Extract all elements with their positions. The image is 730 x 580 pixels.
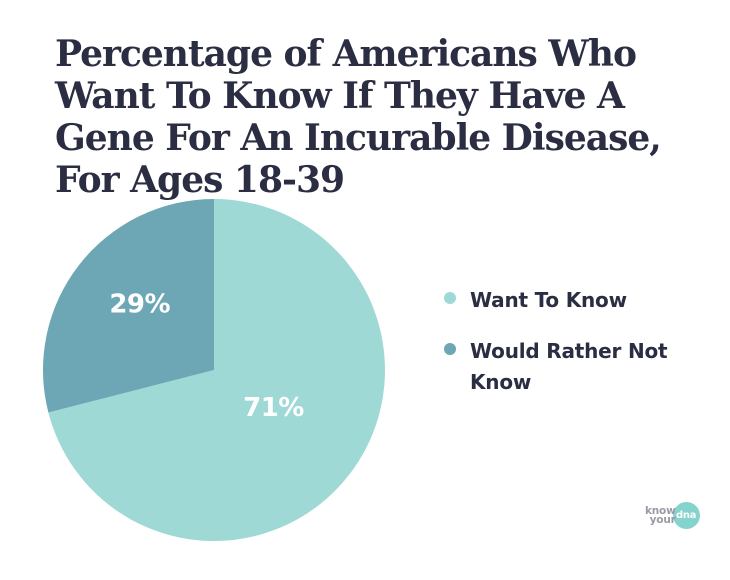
legend: Want To Know Would Rather Not Know (444, 285, 670, 398)
pie-slice-want-to-know (48, 199, 385, 541)
logo-text-your: your (649, 513, 676, 526)
logo-text-know: know (645, 504, 676, 517)
pie-chart: 71% 29% (43, 199, 385, 541)
legend-swatch-would-rather-not-know (444, 343, 456, 355)
chart-title: Percentage of Americans Who Want To Know… (55, 33, 662, 201)
chart-title-line: Gene For An Incurable Disease, (55, 117, 662, 159)
logo-text-dna: dna (676, 510, 697, 521)
chart-title-line: Want To Know If They Have A (55, 75, 625, 117)
chart-title-line: For Ages 18-39 (55, 159, 345, 201)
logo-text: know your (645, 504, 676, 526)
pie-slice-label-want-to-know: 71% (243, 393, 304, 423)
legend-swatch-want-to-know (444, 292, 456, 304)
legend-label-would-rather-not-know: Would Rather Not Know (470, 339, 668, 394)
legend-item-want-to-know: Want To Know (444, 285, 670, 316)
legend-label-want-to-know: Want To Know (470, 288, 627, 312)
pie-slice-label-would-rather-not-know: 29% (109, 289, 170, 319)
knowyourdna-logo: know your dna (645, 502, 700, 529)
logo-dna-circle: dna (672, 502, 700, 529)
legend-item-would-rather-not-know: Would Rather Not Know (444, 336, 670, 398)
chart-title-line: Percentage of Americans Who (55, 33, 637, 75)
pie-slice-would-rather-not-know (43, 199, 214, 413)
